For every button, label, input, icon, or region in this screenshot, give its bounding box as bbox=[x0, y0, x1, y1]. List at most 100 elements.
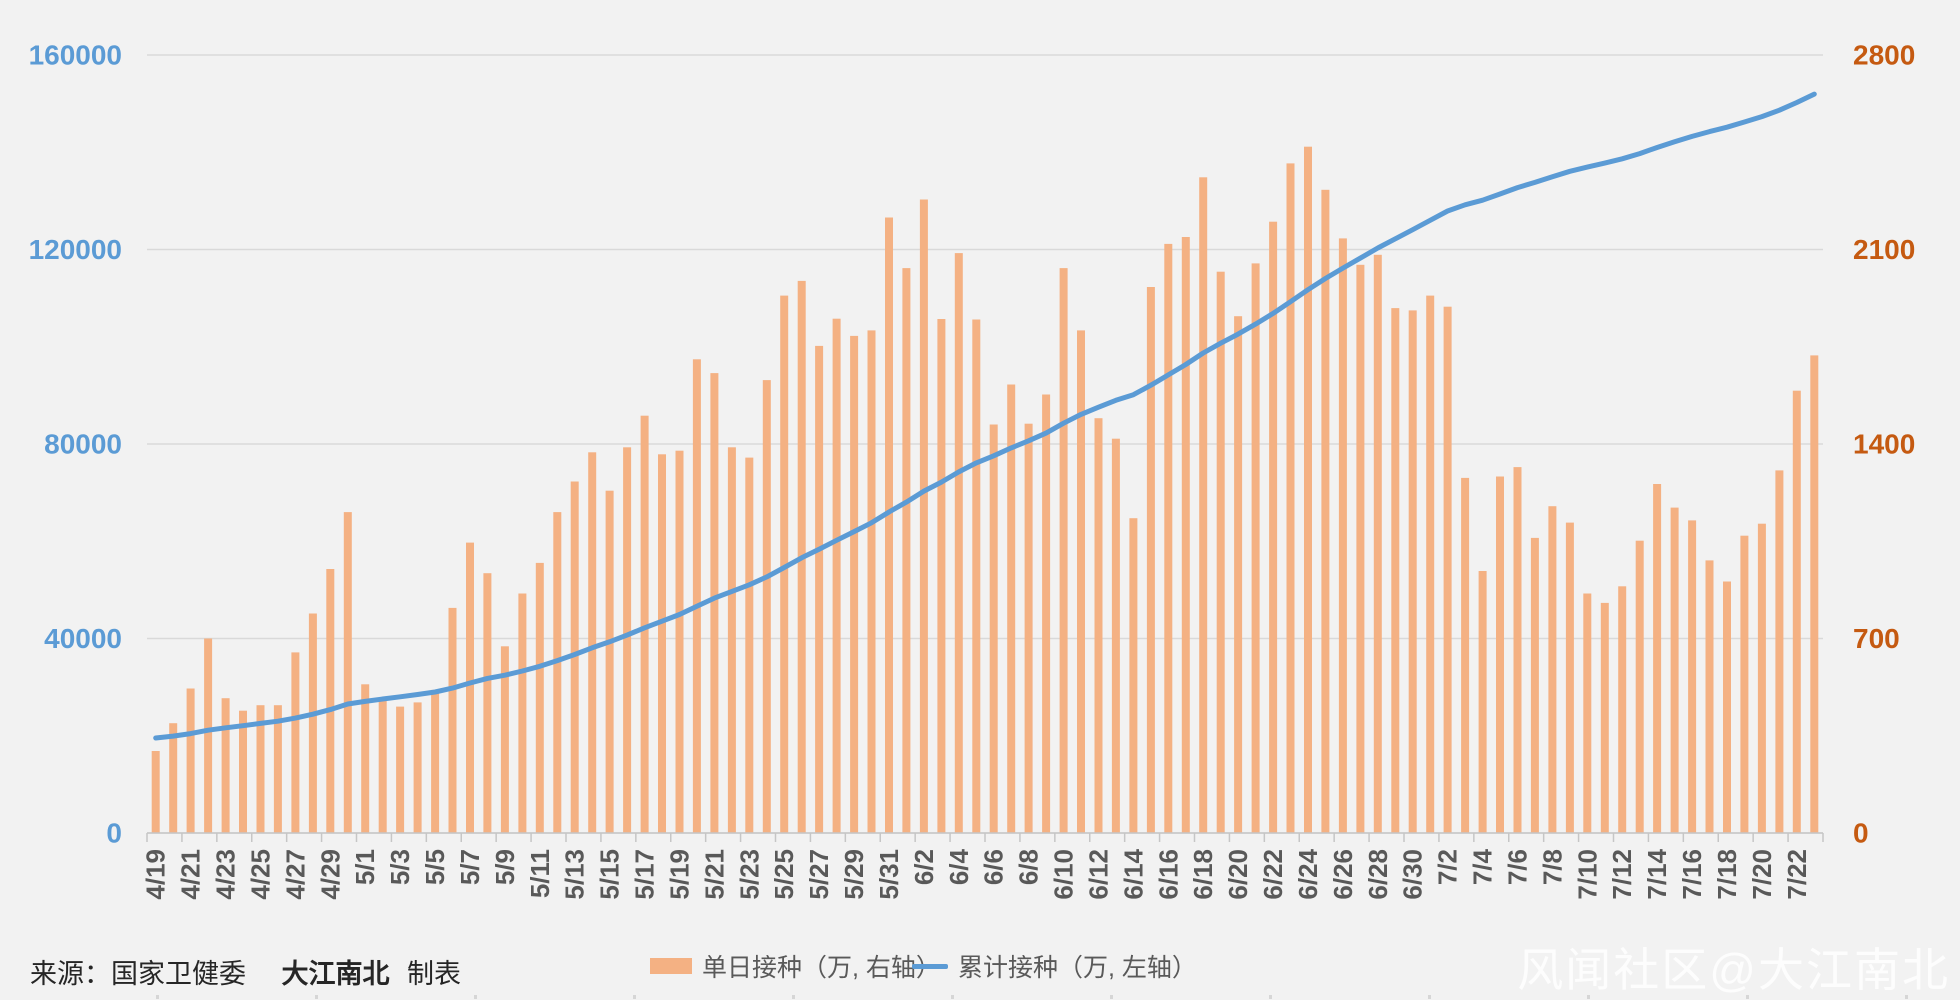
daily-bar-6/2 bbox=[919, 199, 928, 833]
cumulative-line bbox=[153, 91, 1817, 741]
daily-bar-7/15 bbox=[1670, 507, 1679, 833]
daily-bar-6/27 bbox=[1356, 264, 1365, 833]
daily-bar-5/2 bbox=[378, 698, 387, 833]
daily-bar-7/6 bbox=[1513, 467, 1522, 833]
daily-bar-4/23 bbox=[221, 698, 230, 833]
daily-bar-5/19 bbox=[675, 450, 684, 833]
daily-bar-5/27 bbox=[815, 345, 824, 833]
daily-bar-5/31 bbox=[885, 217, 893, 833]
daily-bar-7/1 bbox=[1426, 295, 1435, 834]
x-axis-label-4/25: 4/25 bbox=[245, 849, 275, 900]
daily-bar-6/16 bbox=[1164, 243, 1173, 833]
line-series-swatch-icon bbox=[912, 963, 948, 969]
daily-bar-7/7 bbox=[1530, 537, 1539, 833]
x-axis-label-5/23: 5/23 bbox=[734, 849, 764, 900]
x-axis-label-6/20: 6/20 bbox=[1223, 849, 1253, 900]
daily-bar-5/5 bbox=[431, 689, 440, 833]
daily-bar-6/25 bbox=[1321, 189, 1330, 834]
x-axis-label-5/3: 5/3 bbox=[385, 849, 415, 885]
daily-bar-7/2 bbox=[1443, 306, 1452, 833]
daily-bar-6/22 bbox=[1269, 221, 1278, 833]
daily-bar-6/3 bbox=[937, 319, 946, 833]
cropped-table-edge bbox=[0, 995, 1960, 999]
left-axis-tick-label: 120000 bbox=[29, 234, 122, 265]
daily-bar-5/28 bbox=[832, 318, 841, 833]
daily-bar-7/23 bbox=[1810, 355, 1819, 833]
x-axis-label-5/7: 5/7 bbox=[455, 849, 485, 885]
x-axis-label-5/19: 5/19 bbox=[664, 849, 694, 900]
daily-bar-6/29 bbox=[1391, 308, 1400, 834]
x-axis-label-5/11: 5/11 bbox=[525, 849, 555, 898]
daily-bar-7/8 bbox=[1548, 506, 1557, 833]
x-axis-label-7/2: 7/2 bbox=[1433, 849, 1463, 885]
daily-bar-4/21 bbox=[186, 688, 195, 833]
right-axis-tick-label: 2800 bbox=[1853, 40, 1915, 71]
x-axis-label-5/1: 5/1 bbox=[350, 849, 380, 885]
x-axis-label-5/27: 5/27 bbox=[804, 849, 834, 900]
daily-bar-5/24 bbox=[762, 380, 771, 833]
daily-bar-5/3 bbox=[396, 706, 405, 833]
x-axis-label-7/4: 7/4 bbox=[1468, 848, 1498, 885]
daily-bar-6/14 bbox=[1129, 518, 1138, 833]
daily-bar-7/10 bbox=[1583, 593, 1592, 833]
daily-bar-6/21 bbox=[1251, 263, 1260, 833]
daily-bar-5/20 bbox=[692, 359, 701, 833]
daily-bar-4/25 bbox=[256, 705, 265, 833]
daily-bar-4/20 bbox=[169, 723, 178, 833]
daily-bar-6/6 bbox=[989, 424, 998, 833]
x-axis-label-6/28: 6/28 bbox=[1363, 849, 1393, 900]
daily-bar-4/27 bbox=[291, 652, 300, 833]
legend-label-daily: 单日接种（万, 右轴） bbox=[702, 954, 941, 982]
daily-bar-5/8 bbox=[483, 573, 492, 833]
daily-bar-5/30 bbox=[867, 330, 876, 833]
daily-bar-6/10 bbox=[1059, 268, 1068, 834]
x-axis-label-7/14: 7/14 bbox=[1642, 848, 1672, 899]
legend-item-daily: 单日接种（万, 右轴） bbox=[650, 946, 941, 986]
x-axis-label-5/5: 5/5 bbox=[420, 849, 450, 885]
daily-bar-5/22 bbox=[727, 447, 736, 833]
daily-bar-7/22 bbox=[1792, 390, 1801, 833]
author-name: 大江南北 bbox=[281, 959, 390, 989]
x-axis-label-4/21: 4/21 bbox=[176, 849, 206, 900]
daily-bar-6/15 bbox=[1146, 287, 1155, 833]
source-text: 来源：国家卫健委 bbox=[30, 959, 246, 989]
daily-bar-7/4 bbox=[1478, 571, 1487, 833]
x-axis-label-7/12: 7/12 bbox=[1607, 849, 1637, 900]
daily-bar-6/20 bbox=[1234, 316, 1243, 833]
x-axis-label-6/24: 6/24 bbox=[1293, 848, 1323, 899]
x-axis-label-5/31: 5/31 bbox=[874, 849, 904, 900]
x-axis-label-4/23: 4/23 bbox=[211, 849, 241, 900]
x-axis-label-4/29: 4/29 bbox=[315, 849, 345, 900]
daily-bar-6/7 bbox=[1007, 384, 1016, 833]
daily-bar-6/24 bbox=[1304, 146, 1312, 833]
daily-bar-5/23 bbox=[745, 457, 754, 833]
daily-bar-7/14 bbox=[1653, 484, 1662, 833]
daily-bar-4/26 bbox=[273, 705, 282, 833]
daily-bar-5/17 bbox=[640, 415, 649, 833]
x-axis-label-5/21: 5/21 bbox=[699, 849, 729, 900]
daily-bar-5/6 bbox=[448, 607, 457, 833]
x-axis-label-6/4: 6/4 bbox=[944, 848, 974, 885]
daily-bar-7/5 bbox=[1496, 476, 1504, 833]
x-axis-label-6/26: 6/26 bbox=[1328, 849, 1358, 900]
x-axis-label-5/25: 5/25 bbox=[769, 849, 799, 900]
made-by-text: 制表 bbox=[407, 959, 462, 989]
daily-bar-5/21 bbox=[710, 373, 719, 833]
x-axis-label-6/12: 6/12 bbox=[1083, 849, 1113, 900]
x-axis-label-7/20: 7/20 bbox=[1747, 849, 1777, 900]
x-axis-label-7/16: 7/16 bbox=[1677, 849, 1707, 900]
daily-bar-5/4 bbox=[413, 702, 422, 833]
daily-bar-7/21 bbox=[1775, 470, 1784, 833]
daily-bar-6/17 bbox=[1181, 237, 1190, 833]
x-axis-label-6/18: 6/18 bbox=[1188, 849, 1218, 900]
left-axis-tick-label: 0 bbox=[106, 818, 122, 849]
daily-bar-6/5 bbox=[972, 319, 981, 833]
x-axis-label-6/16: 6/16 bbox=[1153, 849, 1183, 900]
daily-bar-5/13 bbox=[570, 481, 579, 833]
daily-bar-5/29 bbox=[850, 335, 859, 833]
right-axis-tick-label: 0 bbox=[1853, 818, 1869, 849]
legend-item-cumulative: 累计接种（万, 左轴） bbox=[912, 946, 1197, 986]
source-note: 来源：国家卫健委 大江南北 制表 bbox=[30, 952, 461, 991]
chart-legend: 单日接种（万, 右轴） 累计接种（万, 左轴） bbox=[0, 946, 1960, 988]
